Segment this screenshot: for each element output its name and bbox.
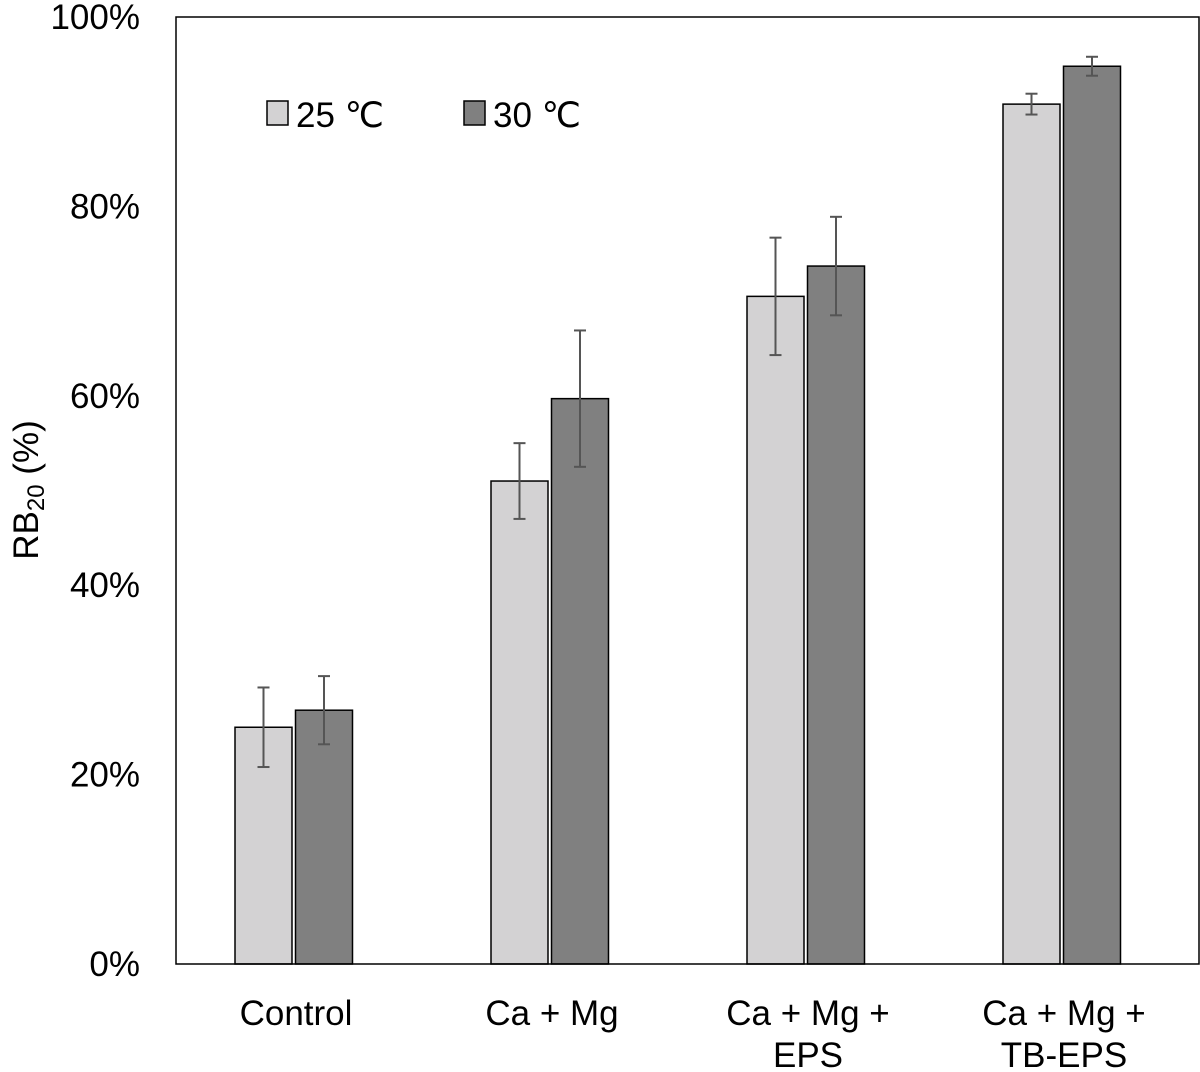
bar-series1 — [746, 295, 805, 965]
x-category-label: Control — [240, 994, 353, 1033]
legend-label: 30 ℃ — [493, 96, 581, 135]
x-category-label: Ca + Mg + — [982, 994, 1145, 1033]
legend-swatch — [266, 100, 289, 126]
y-tick-label: 100% — [50, 0, 140, 37]
y-axis-ticks: 0% 20% 40% 60% 80% 100% — [50, 0, 140, 984]
y-axis-title-subscript: 20 — [23, 484, 50, 511]
legend-label: 25 ℃ — [296, 96, 384, 135]
y-axis-title: RB20 (%) — [7, 420, 50, 559]
bar-series1 — [1002, 103, 1061, 965]
bar-series2 — [294, 709, 354, 965]
y-tick-label: 60% — [70, 377, 140, 416]
bar-series1 — [490, 480, 549, 965]
error-bar-group — [257, 55, 1098, 769]
bar-series-group — [234, 65, 1122, 965]
legend: 25 ℃ 30 ℃ — [266, 96, 581, 135]
y-axis-title-suffix: (%) — [7, 420, 46, 484]
bar-series2 — [550, 397, 610, 965]
bar-series2 — [1062, 65, 1122, 965]
y-tick-label: 40% — [70, 566, 140, 605]
y-tick-label: 0% — [89, 945, 140, 984]
x-category-label: TB-EPS — [1001, 1036, 1127, 1072]
y-tick-label: 20% — [70, 756, 140, 795]
x-category-label: Ca + Mg — [485, 994, 618, 1033]
bar-series2 — [806, 265, 866, 965]
x-category-label: EPS — [773, 1036, 843, 1072]
x-category-label: Ca + Mg + — [726, 994, 889, 1033]
legend-swatch — [463, 100, 486, 126]
y-axis-title-main: RB — [7, 511, 46, 560]
plot-frame — [175, 16, 1200, 965]
y-tick-label: 80% — [70, 187, 140, 226]
